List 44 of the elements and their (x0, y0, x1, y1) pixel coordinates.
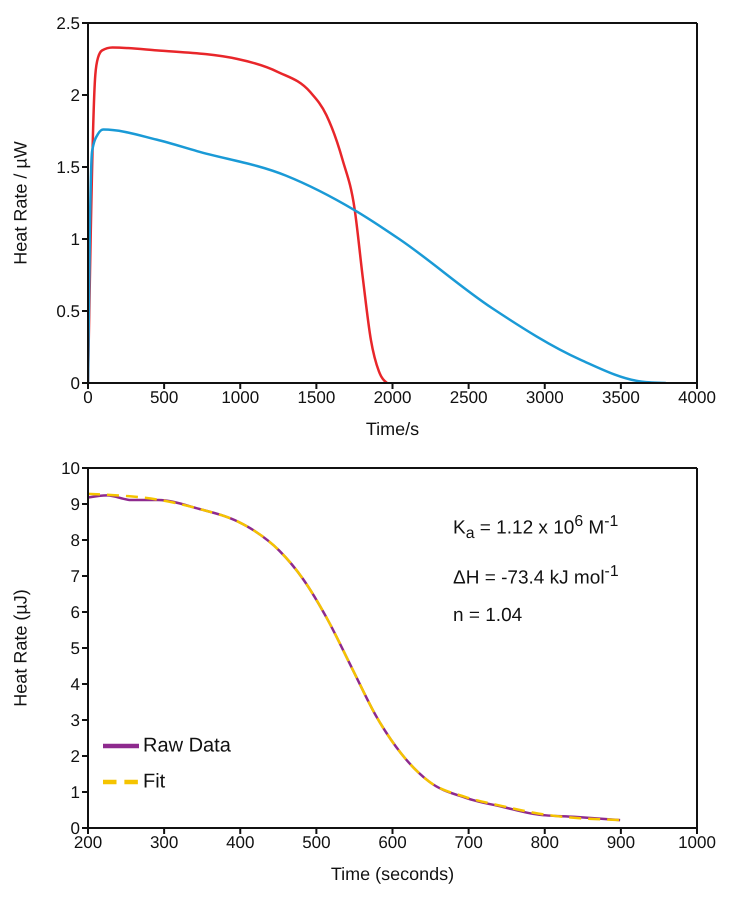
y-tick-label: 7 (70, 567, 80, 586)
x-tick-label: 200 (74, 833, 102, 852)
y-tick-label: 5 (70, 639, 80, 658)
x-tick-label: 500 (302, 833, 331, 852)
x-tick-label: 1000 (221, 388, 260, 408)
y-axis-title: Heat Rate / µW (10, 141, 30, 265)
y-tick-label: 4 (70, 675, 80, 694)
annotation: ΔH = -73.4 kJ mol$^{-1}$ (453, 562, 619, 590)
annotation: K$_{a}$ = 1.12 x 10$^{6}$ M$^{-1}$ (453, 512, 619, 544)
x-tick-label: 1500 (297, 388, 336, 408)
y-tick-label: 8 (70, 531, 80, 550)
legend-label: Raw Data (143, 734, 231, 756)
y-tick-label: 10 (61, 459, 80, 478)
x-axis-title: Time/s (366, 419, 420, 439)
x-tick-label: 600 (378, 833, 407, 852)
x-tick-label: 500 (150, 388, 178, 408)
x-tick-label: 400 (226, 833, 254, 852)
y-tick-label: 2 (70, 86, 80, 106)
x-tick-label: 800 (530, 833, 559, 852)
x-tick-label: 2500 (450, 388, 488, 408)
y-tick-label: 9 (70, 495, 80, 514)
y-tick-label: 2.5 (56, 14, 80, 34)
annotation: n = 1.04 (453, 604, 524, 628)
legend-label: Fit (143, 770, 166, 792)
x-tick-label: 900 (606, 833, 636, 852)
x-tick-label: 700 (454, 833, 483, 852)
y-tick-label: 0.5 (56, 302, 80, 322)
x-tick-label: 1000 (678, 833, 716, 852)
y-tick-label: 6 (70, 603, 80, 622)
y-tick-label: 0 (70, 374, 80, 394)
x-tick-label: 3500 (602, 388, 640, 408)
y-tick-label: 2 (70, 747, 80, 766)
x-tick-label: 4000 (678, 388, 716, 408)
x-tick-label: 3000 (526, 388, 564, 408)
y-tick-label: 1 (70, 783, 80, 802)
line-series (88, 128, 668, 383)
y-axis-title: Heat Rate (µJ) (10, 589, 30, 707)
x-tick-label: 2000 (374, 388, 412, 408)
y-tick-label: 1 (70, 230, 80, 250)
x-axis-title: Time (seconds) (330, 864, 454, 884)
y-tick-label: 1.5 (56, 158, 80, 178)
x-tick-label: 300 (150, 833, 178, 852)
x-tick-label: 0 (83, 388, 93, 408)
y-tick-label: 3 (70, 711, 80, 730)
